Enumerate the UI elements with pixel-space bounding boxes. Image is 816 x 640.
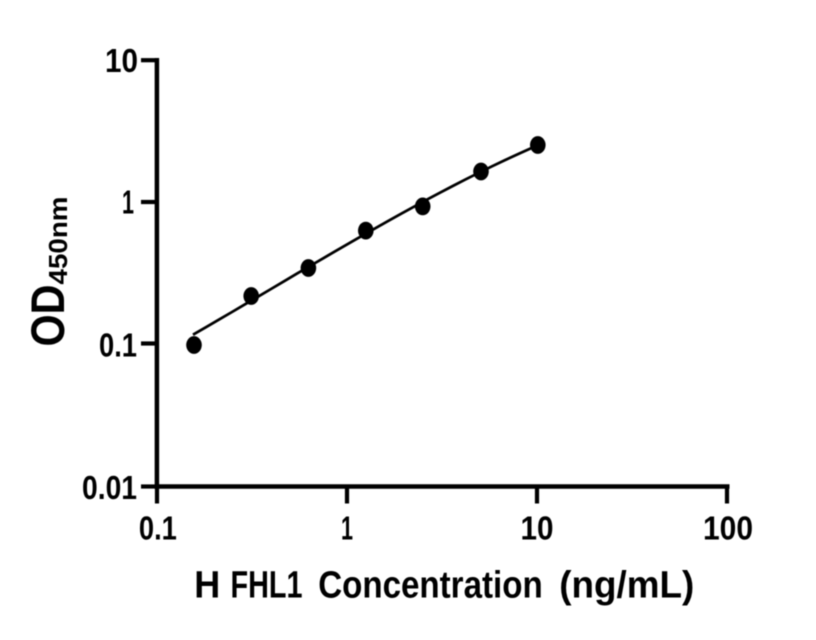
svg-text:Concentration: Concentration (318, 565, 543, 607)
svg-text:OD: OD (22, 285, 75, 347)
svg-text:1: 1 (122, 185, 134, 222)
svg-text:(ng/mL): (ng/mL) (559, 565, 694, 607)
svg-text:FHL1: FHL1 (231, 565, 303, 607)
svg-text:100: 100 (703, 511, 753, 548)
svg-text:0.01: 0.01 (82, 470, 137, 507)
svg-text:1: 1 (341, 511, 353, 548)
svg-text:0.1: 0.1 (139, 511, 177, 548)
svg-text:10: 10 (105, 43, 138, 80)
svg-text:H: H (194, 565, 220, 607)
svg-text:0.1: 0.1 (99, 327, 137, 364)
svg-text:450nm: 450nm (43, 197, 73, 285)
svg-text:10: 10 (521, 511, 554, 548)
